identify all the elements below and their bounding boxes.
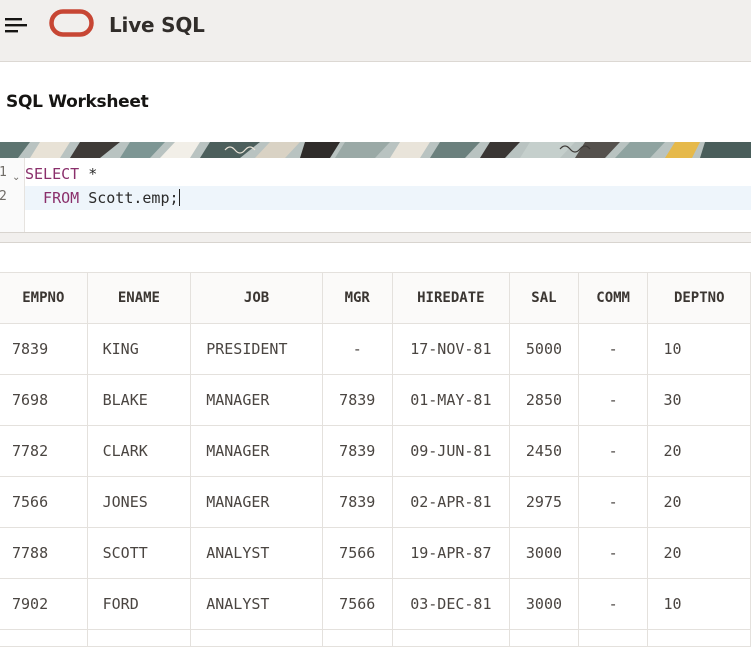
cell-empno xyxy=(0,629,88,647)
cell-mgr: 7839 xyxy=(321,476,393,528)
cell-job xyxy=(190,629,323,647)
cell-ename: JONES xyxy=(86,476,192,528)
sql-keyword: FROM xyxy=(25,189,80,207)
cell-ename: KING xyxy=(86,323,192,375)
cell-empno: 7566 xyxy=(0,476,88,528)
cell-mgr: 7839 xyxy=(321,374,393,426)
sql-keyword: SELECT xyxy=(25,165,80,183)
cell-deptno: 20 xyxy=(647,476,751,528)
cell-hiredate: 09-JUN-81 xyxy=(391,425,511,477)
code-line-active[interactable]: FROM Scott.emp; xyxy=(25,186,751,210)
cell-deptno: 10 xyxy=(647,578,751,630)
cell-ename xyxy=(86,629,192,647)
cell-hiredate: 19-APR-87 xyxy=(391,527,511,579)
cell-empno: 7839 xyxy=(0,323,88,375)
page-title: SQL Worksheet xyxy=(6,92,149,112)
table-row[interactable]: 7782 CLARK MANAGER 7839 09-JUN-81 2450-20 xyxy=(0,425,751,477)
cell-job: MANAGER xyxy=(190,425,323,477)
table-row[interactable]: 7566 JONES MANAGER 7839 02-APR-81 2975-20 xyxy=(0,476,751,528)
cell-sal xyxy=(509,629,579,647)
results-table: EMPNO ENAME JOB MGR HIREDATE SAL COMM DE… xyxy=(0,272,751,647)
cell-job: ANALYST xyxy=(190,527,323,579)
cell-job: MANAGER xyxy=(190,476,323,528)
cell-deptno xyxy=(647,629,751,647)
column-header-comm[interactable]: COMM xyxy=(577,272,649,324)
cell-sal: 3000 xyxy=(509,527,579,579)
cell-deptno: 10 xyxy=(647,323,751,375)
cell-sal: 2975 xyxy=(509,476,579,528)
cell-ename: SCOTT xyxy=(86,527,192,579)
cell-deptno: 20 xyxy=(647,425,751,477)
cell-sal: 2450 xyxy=(509,425,579,477)
cell-mgr: - xyxy=(321,323,393,375)
cell-job: PRESIDENT xyxy=(190,323,323,375)
cell-job: MANAGER xyxy=(190,374,323,426)
cell-comm: - xyxy=(577,527,649,579)
cell-job: ANALYST xyxy=(190,578,323,630)
hamburger-menu-icon[interactable] xyxy=(5,15,29,35)
table-row[interactable]: 7788 SCOTT ANALYST 7566 19-APR-87 3000-20 xyxy=(0,527,751,579)
cell-ename: FORD xyxy=(86,578,192,630)
line-gutter: 1 ⌄ 2 xyxy=(0,158,25,232)
cell-mgr: 7566 xyxy=(321,578,393,630)
line-number: 1 xyxy=(0,165,7,180)
cell-empno: 7902 xyxy=(0,578,88,630)
cell-comm: - xyxy=(577,578,649,630)
column-header-job[interactable]: JOB xyxy=(190,272,323,324)
cell-hiredate xyxy=(391,629,511,647)
table-row[interactable]: 7698 BLAKE MANAGER 7839 01-MAY-81 2850-30 xyxy=(0,374,751,426)
app-header: Live SQL xyxy=(0,0,751,62)
column-header-hiredate[interactable]: HIREDATE xyxy=(391,272,511,324)
cell-comm: - xyxy=(577,323,649,375)
pane-splitter[interactable] xyxy=(0,232,751,243)
table-row[interactable]: 7902 FORD ANALYST 7566 03-DEC-81 3000-10 xyxy=(0,578,751,630)
cell-comm xyxy=(577,629,649,647)
cell-hiredate: 17-NOV-81 xyxy=(391,323,511,375)
app-title: Live SQL xyxy=(109,13,205,37)
text-cursor xyxy=(178,189,180,206)
line-number: 2 xyxy=(0,189,7,204)
sql-text: * xyxy=(79,165,98,183)
cell-deptno: 20 xyxy=(647,527,751,579)
cell-empno: 7788 xyxy=(0,527,88,579)
cell-hiredate: 02-APR-81 xyxy=(391,476,511,528)
table-row[interactable]: 7839 KING PRESIDENT -17-NOV-81 5000-10 xyxy=(0,323,751,375)
cell-empno: 7782 xyxy=(0,425,88,477)
cell-sal: 5000 xyxy=(509,323,579,375)
decorative-banner xyxy=(0,142,751,158)
chevron-down-icon[interactable]: ⌄ xyxy=(12,172,21,183)
cell-comm: - xyxy=(577,425,649,477)
sql-editor[interactable]: 1 ⌄ 2 SELECT * FROM Scott.emp; xyxy=(0,158,751,232)
cell-empno: 7698 xyxy=(0,374,88,426)
column-header-ename[interactable]: ENAME xyxy=(86,272,192,324)
table-row[interactable] xyxy=(0,629,751,647)
cell-sal: 2850 xyxy=(509,374,579,426)
cell-deptno: 30 xyxy=(647,374,751,426)
table-header-row: EMPNO ENAME JOB MGR HIREDATE SAL COMM DE… xyxy=(0,272,751,324)
cell-mgr xyxy=(321,629,393,647)
oracle-logo-icon[interactable] xyxy=(49,9,94,37)
sql-text: Scott.emp; xyxy=(79,189,179,207)
cell-mgr: 7566 xyxy=(321,527,393,579)
cell-sal: 3000 xyxy=(509,578,579,630)
cell-hiredate: 01-MAY-81 xyxy=(391,374,511,426)
cell-hiredate: 03-DEC-81 xyxy=(391,578,511,630)
cell-comm: - xyxy=(577,374,649,426)
code-line[interactable]: SELECT * xyxy=(25,162,751,186)
column-header-mgr[interactable]: MGR xyxy=(321,272,393,324)
cell-comm: - xyxy=(577,476,649,528)
cell-ename: BLAKE xyxy=(86,374,192,426)
cell-ename: CLARK xyxy=(86,425,192,477)
column-header-sal[interactable]: SAL xyxy=(509,272,579,324)
column-header-empno[interactable]: EMPNO xyxy=(0,272,88,324)
column-header-deptno[interactable]: DEPTNO xyxy=(647,272,751,324)
cell-mgr: 7839 xyxy=(321,425,393,477)
